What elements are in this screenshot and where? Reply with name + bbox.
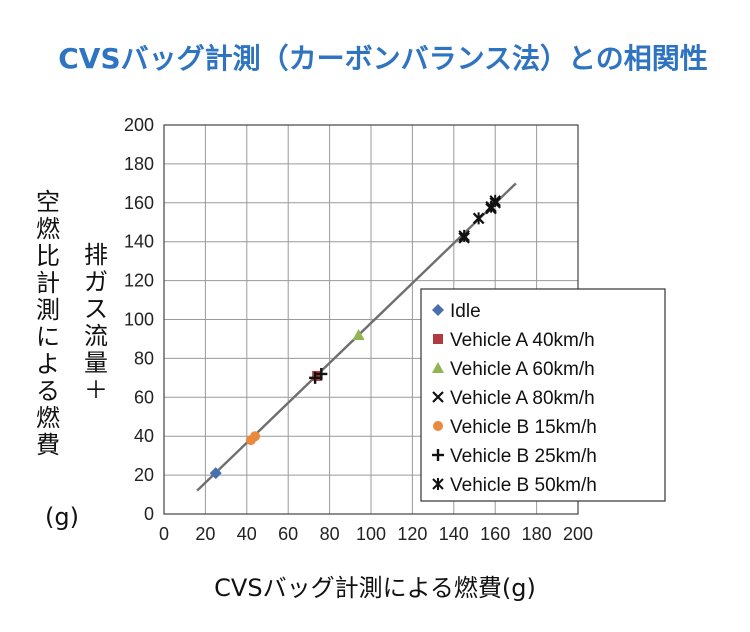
legend-marker — [432, 449, 444, 461]
data-point — [315, 367, 328, 380]
y-tick-label: 160 — [124, 193, 154, 213]
x-axis-title: CVSバッグ計測による燃費(g) — [214, 574, 536, 602]
y-axis-title-line1: 排ガス流量＋ — [84, 241, 108, 404]
x-tick-label: 100 — [356, 524, 386, 544]
x-tick-label: 80 — [320, 524, 340, 544]
y-tick-label: 80 — [134, 348, 154, 368]
data-point — [309, 371, 322, 384]
legend-item: Vehicle A 80km/h — [432, 388, 595, 409]
y-tick-label: 100 — [124, 310, 154, 330]
y-tick-label: 200 — [124, 115, 154, 135]
data-point — [472, 212, 485, 225]
data-point — [250, 431, 261, 442]
data-point — [209, 467, 222, 480]
x-tick-label: 160 — [480, 524, 510, 544]
legend-marker — [433, 421, 443, 431]
legend-marker — [432, 391, 444, 403]
axis-ticks: 0 20 40 60 80 100 120 140 160 180 200 0 20 40 60 80 100 1… — [124, 115, 593, 544]
y-tick-label: 20 — [134, 465, 154, 485]
y-tick-label: 0 — [144, 504, 154, 524]
legend: Idle Vehicle A 40km/h Vehicle A 60km/h Vehi… — [420, 288, 666, 502]
legend-item: Vehicle B 25km/h — [432, 446, 597, 467]
x-tick-label: 140 — [439, 524, 469, 544]
x-tick-label: 120 — [397, 524, 427, 544]
legend-label: Vehicle B 50km/h — [450, 475, 597, 496]
data-point — [312, 370, 323, 381]
data-point — [489, 194, 501, 207]
legend-item: Vehicle B 15km/h — [433, 417, 597, 438]
data-point — [458, 229, 470, 242]
x-tick-label: 180 — [522, 524, 552, 544]
legend-box — [420, 288, 666, 502]
legend-marker — [432, 362, 444, 373]
legend-label: Vehicle B 15km/h — [450, 417, 597, 438]
chart-title: CVSバッグ計測（カーボンバランス法）との相関性 — [58, 42, 708, 75]
legend-marker — [432, 304, 444, 316]
legend-item: Vehicle B 50km/h — [432, 475, 597, 496]
y-tick-label: 40 — [134, 426, 154, 446]
legend-label: Vehicle A 80km/h — [450, 388, 595, 409]
legend-item: Vehicle A 60km/h — [432, 359, 595, 380]
y-axis-title-line2: 空燃比計測による燃費 — [36, 188, 60, 459]
y-tick-label: 120 — [124, 271, 154, 291]
y-axis-title-unit: (g) — [45, 503, 79, 531]
legend-marker — [433, 334, 443, 344]
data-point — [352, 329, 365, 341]
y-tick-label: 60 — [134, 387, 154, 407]
y-tick-label: 180 — [124, 154, 154, 174]
x-tick-label: 200 — [563, 524, 593, 544]
legend-label: Vehicle B 25km/h — [450, 446, 597, 467]
x-tick-label: 20 — [195, 524, 215, 544]
y-tick-label: 140 — [124, 232, 154, 252]
legend-label: Idle — [450, 301, 481, 322]
x-tick-label: 40 — [237, 524, 257, 544]
legend-item: Idle — [432, 301, 481, 322]
legend-label: Vehicle A 60km/h — [450, 359, 595, 380]
legend-marker — [432, 478, 444, 490]
x-tick-label: 0 — [159, 524, 169, 544]
legend-label: Vehicle A 40km/h — [450, 330, 595, 351]
legend-item: Vehicle A 40km/h — [433, 330, 595, 351]
x-tick-label: 60 — [278, 524, 298, 544]
data-points — [209, 194, 501, 480]
